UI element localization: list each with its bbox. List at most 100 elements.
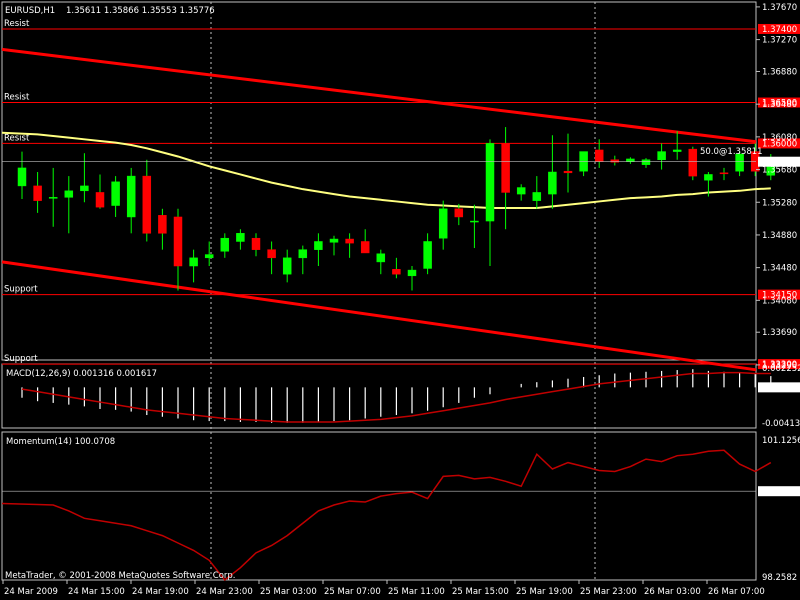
macd-indicator: 0.002252 0.000000 -0.00413 <box>21 364 800 429</box>
candle-body <box>111 181 120 206</box>
level-name: Support <box>4 354 38 364</box>
candle-body <box>329 238 339 243</box>
copyright: MetaTrader, © 2001-2008 MetaQuotes Softw… <box>5 571 235 581</box>
price-tick-label: 1.37270 <box>762 36 797 46</box>
time-tick-label: 26 Mar 07:00 <box>708 587 765 597</box>
price-tick-label: 1.35680 <box>762 166 797 176</box>
time-tick-label: 26 Mar 03:00 <box>644 587 701 597</box>
macd-tick-label: -0.00413 <box>762 419 800 429</box>
candle-body <box>470 220 479 223</box>
candle-body <box>173 216 183 267</box>
momentum-tick-label: 98.2582 <box>762 573 797 583</box>
candle-body <box>204 254 214 259</box>
candle-body <box>189 257 198 267</box>
level-price-label: 1.34150 <box>762 291 797 301</box>
channel-line <box>1 47 757 144</box>
candle-body <box>80 185 89 192</box>
time-tick-label: 25 Mar 19:00 <box>516 587 573 597</box>
candle-body <box>501 143 510 193</box>
momentum-indicator: 101.1256 100.0000 98.2582 <box>1 436 800 583</box>
price-axis: 1.37670 1.37270 1.36880 1.36480 1.36080 1.356… <box>2 3 800 371</box>
ohlc-readout: 1.35611 1.35866 1.35553 1.35776 <box>66 6 215 16</box>
candle-body <box>392 269 401 275</box>
level-price-label: 1.33300 <box>762 360 797 370</box>
price-tick-label: 1.36080 <box>762 133 797 143</box>
level-price-tag <box>758 97 800 108</box>
macd-signal-line <box>21 371 771 423</box>
level-price-tag <box>758 138 800 149</box>
candles <box>17 127 776 291</box>
time-tick-label: 24 Mar 15:00 <box>68 587 125 597</box>
candle-body <box>454 208 464 218</box>
level-name: Resist <box>4 133 30 143</box>
candle-body <box>579 151 588 172</box>
candle-body <box>158 215 167 234</box>
candle-body <box>267 249 276 259</box>
time-axis: 24 Mar 2009 24 Mar 15:00 24 Mar 19:00 24 Ma… <box>2 580 765 597</box>
level-price-label: 1.36000 <box>762 139 797 149</box>
candle-body <box>17 167 27 187</box>
time-tick-label: 25 Mar 23:00 <box>580 587 637 597</box>
candle-body <box>220 237 230 252</box>
price-tick-label: 1.33290 <box>762 361 797 371</box>
time-tick-label: 24 Mar 19:00 <box>132 587 189 597</box>
time-tick-label: 25 Mar 15:00 <box>452 587 509 597</box>
price-tick-label: 1.34080 <box>762 296 797 306</box>
candle-body <box>64 190 74 198</box>
candle-body <box>532 192 542 201</box>
candle-body <box>626 158 635 162</box>
candle-body <box>407 269 417 277</box>
candle-body <box>126 175 136 218</box>
candle-body <box>516 187 526 195</box>
level-name: Resist <box>4 19 30 29</box>
candle-body <box>48 197 58 199</box>
fib-label: 50.0@1.35811 <box>700 147 763 157</box>
level-name: Resist <box>4 93 30 103</box>
price-tick-label: 1.35280 <box>762 198 797 208</box>
current-price-tag <box>758 156 800 167</box>
time-tick-label: 25 Mar 07:00 <box>324 587 381 597</box>
candle-body <box>251 237 261 250</box>
macd-tick-label: 0.002252 <box>762 364 800 374</box>
candle-body <box>314 241 323 250</box>
candle-body <box>438 208 448 239</box>
candle-body <box>610 159 620 163</box>
candle-body <box>282 257 292 275</box>
candle-body <box>657 151 666 160</box>
level-price-tag <box>758 359 800 370</box>
candle-body <box>735 153 744 172</box>
price-tick-label: 1.34480 <box>762 264 797 274</box>
momentum-base-tag <box>758 486 800 497</box>
candle-body <box>236 233 245 242</box>
level-name: Support <box>4 285 38 295</box>
candle-body <box>672 149 682 152</box>
macd-tick-label: 0.000000 <box>762 383 800 393</box>
candle-body <box>704 174 713 181</box>
price-tick-label: 1.36480 <box>762 100 797 110</box>
candle-body <box>563 170 573 174</box>
moving-average <box>1 131 771 209</box>
price-tick-label: 1.34880 <box>762 231 797 241</box>
time-tick-label: 24 Mar 23:00 <box>196 587 253 597</box>
level-price-tag <box>758 289 800 300</box>
momentum-title: Momentum(14) 100.0708 <box>6 437 115 447</box>
candle-body <box>95 192 105 208</box>
level-price-label: 1.37400 <box>762 25 797 35</box>
level-price-tag <box>758 23 800 34</box>
current-price-label: 1.35776 <box>762 158 797 168</box>
candle-body <box>641 159 651 165</box>
time-tick-label: 25 Mar 03:00 <box>260 587 317 597</box>
momentum-panel-frame <box>1 431 757 581</box>
candle-body <box>548 171 557 195</box>
price-tick-label: 1.37670 <box>762 3 797 13</box>
candle-body <box>376 253 386 263</box>
momentum-line <box>1 449 772 582</box>
candle-body <box>142 175 152 234</box>
candle-body <box>594 149 604 162</box>
price-tick-label: 1.33690 <box>762 328 797 338</box>
horizontal-levels: Resist 1.37400 Resist 1.36500 Resist 1.36000 S… <box>2 19 800 370</box>
candle-body <box>423 241 432 269</box>
macd-title: MACD(12,26,9) 0.001316 0.001617 <box>6 369 157 379</box>
